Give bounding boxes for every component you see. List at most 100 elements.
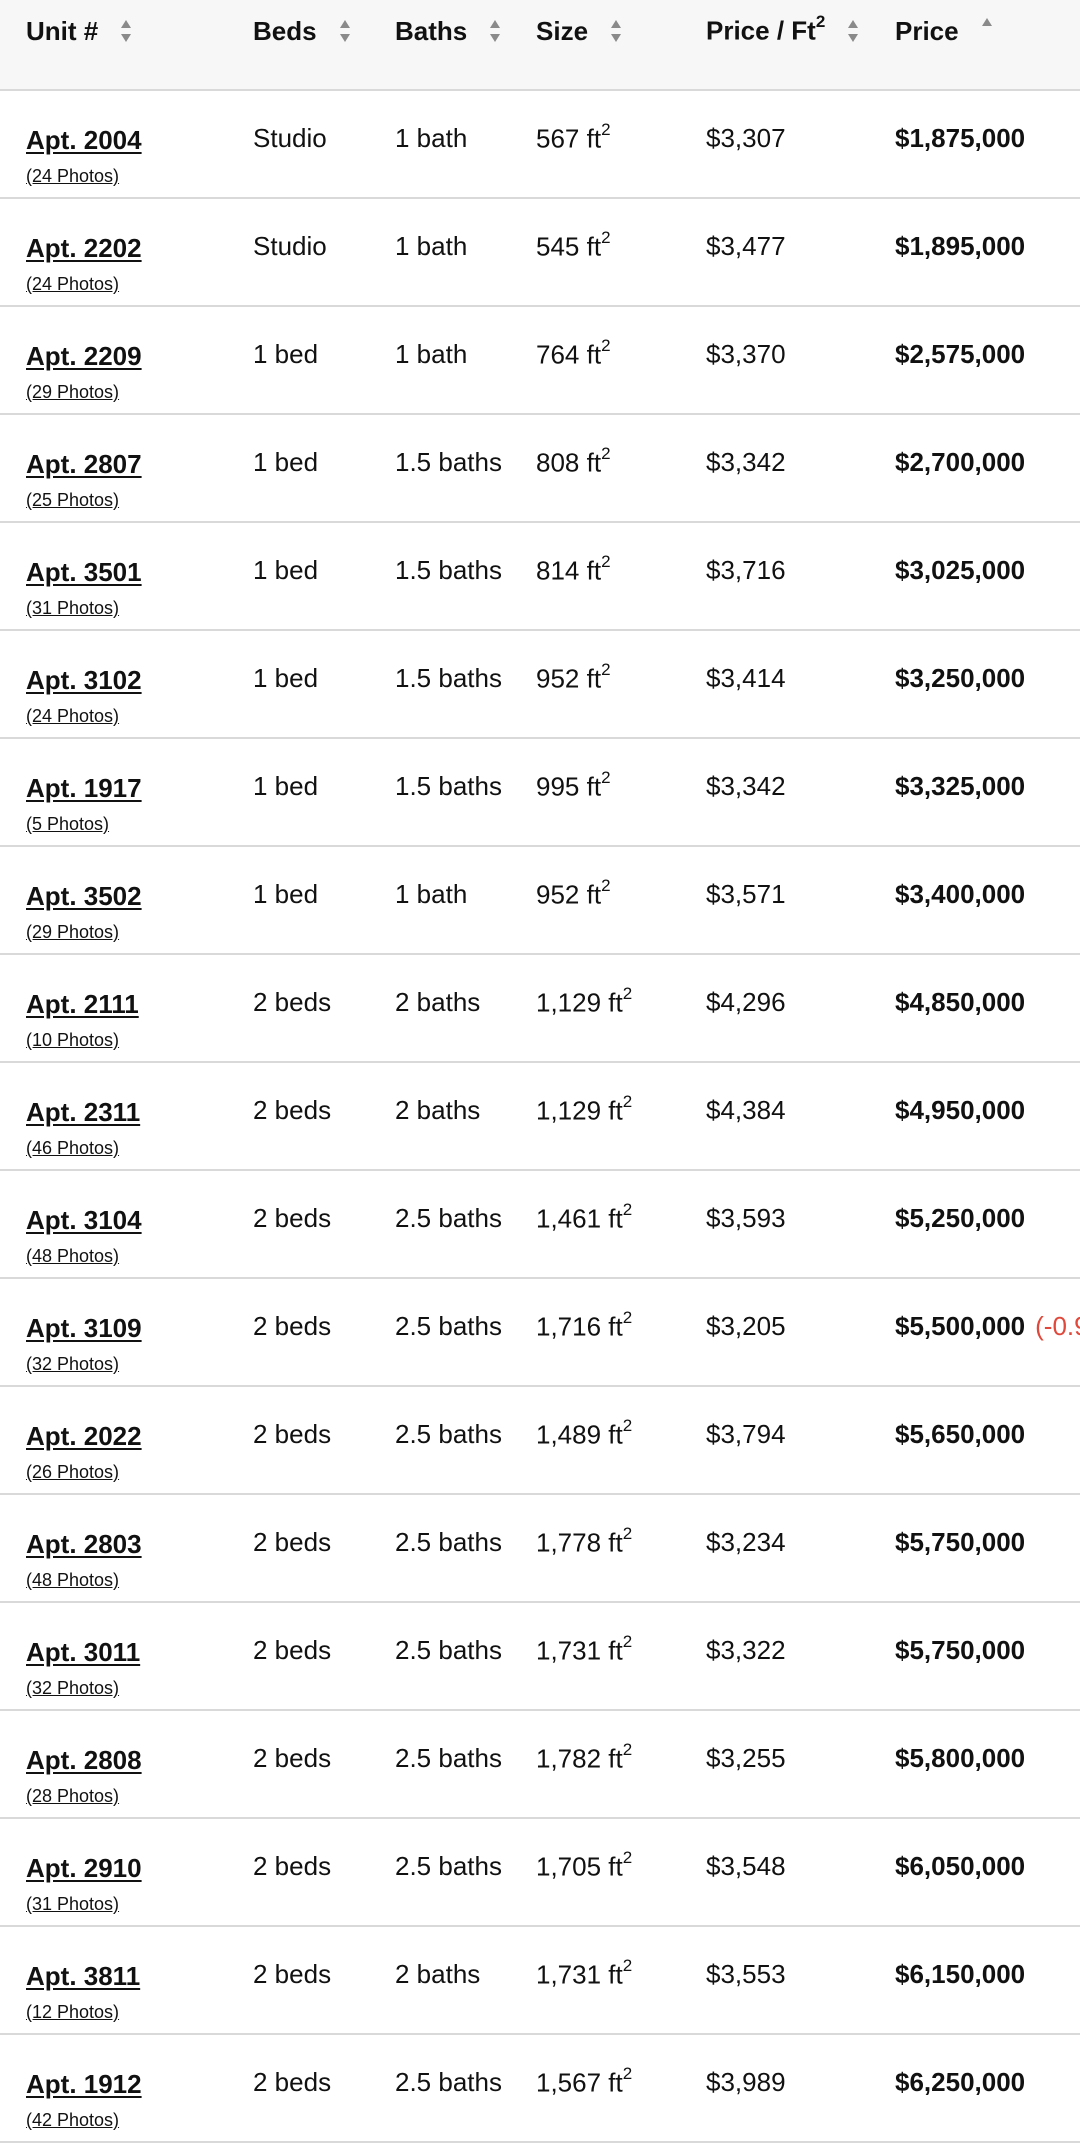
photos-link[interactable]: (26 Photos): [26, 1462, 120, 1482]
photos-link[interactable]: (32 Photos): [26, 1354, 120, 1374]
price-cell: $4,950,000: [895, 1095, 1026, 1125]
column-header-label: Price: [895, 15, 959, 46]
table-row: Apt. 2808 (28 Photos) 2 beds 2.5 baths 1,782…: [0, 1711, 1080, 1819]
beds-cell: 1 bed: [253, 771, 319, 801]
unit-link[interactable]: Apt. 2202: [26, 233, 142, 263]
superscript: 2: [601, 228, 611, 247]
sort-ascending-icon[interactable]: [981, 17, 993, 45]
price-cell: $3,400,000: [895, 879, 1026, 909]
photos-link[interactable]: (48 Photos): [26, 1246, 120, 1266]
superscript: 2: [622, 1740, 633, 1759]
size-cell: 567 ft2: [536, 120, 611, 154]
price-cell: $5,750,000: [895, 1635, 1026, 1665]
price-per-ft-cell: $3,342: [706, 771, 786, 801]
column-header-label: Price / Ft2: [706, 12, 826, 46]
size-cell: 1,778 ft2: [536, 1524, 633, 1558]
sort-both-icon[interactable]: [610, 17, 622, 45]
price-per-ft-cell: $3,370: [706, 339, 786, 369]
unit-link[interactable]: Apt. 2111: [26, 989, 139, 1019]
size-cell: 952 ft2: [536, 660, 611, 694]
price-cell: $4,850,000: [895, 987, 1026, 1017]
unit-link[interactable]: Apt. 2209: [26, 341, 142, 371]
price-cell: $3,325,000: [895, 771, 1026, 801]
unit-link[interactable]: Apt. 1917: [26, 773, 142, 803]
photos-link[interactable]: (31 Photos): [26, 598, 120, 618]
column-header-price[interactable]: Price: [895, 15, 993, 47]
superscript: 2: [601, 336, 611, 355]
unit-link[interactable]: Apt. 2808: [26, 1745, 142, 1775]
unit-link[interactable]: Apt. 3011: [26, 1637, 141, 1667]
baths-cell: 2.5 baths: [395, 1851, 502, 1881]
baths-cell: 1.5 baths: [395, 447, 502, 477]
photos-link[interactable]: (24 Photos): [26, 706, 120, 726]
unit-link[interactable]: Apt. 1912: [26, 2069, 142, 2099]
superscript: 2: [622, 1308, 633, 1327]
unit-link[interactable]: Apt. 2311: [26, 1097, 141, 1127]
size-cell: 545 ft2: [536, 228, 611, 262]
photos-link[interactable]: (5 Photos): [26, 814, 110, 834]
price-cell: $5,650,000: [895, 1419, 1026, 1449]
column-header-baths[interactable]: Baths: [395, 15, 501, 47]
beds-cell: Studio: [253, 123, 327, 153]
column-header-size[interactable]: Size: [536, 15, 622, 47]
unit-link[interactable]: Apt. 2022: [26, 1421, 142, 1451]
price-per-ft-cell: $3,794: [706, 1419, 786, 1449]
photos-link[interactable]: (28 Photos): [26, 1786, 120, 1806]
column-header-unit[interactable]: Unit #: [26, 15, 132, 47]
beds-cell: 1 bed: [253, 879, 319, 909]
beds-cell: 2 beds: [253, 1635, 332, 1665]
photos-link[interactable]: (25 Photos): [26, 490, 120, 510]
sort-both-icon[interactable]: [120, 17, 132, 45]
photos-link[interactable]: (29 Photos): [26, 382, 120, 402]
size-cell: 1,716 ft2: [536, 1308, 633, 1342]
price-per-ft-cell: $3,307: [706, 123, 786, 153]
sort-both-icon[interactable]: [847, 17, 859, 45]
table-row: Apt. 2807 (25 Photos) 1 bed 1.5 baths 808 ft…: [0, 415, 1080, 523]
unit-link[interactable]: Apt. 3502: [26, 881, 142, 911]
column-header-beds[interactable]: Beds: [253, 15, 351, 47]
size-cell: 808 ft2: [536, 444, 611, 478]
superscript: 2: [601, 876, 611, 895]
baths-cell: 2.5 baths: [395, 1311, 502, 1341]
baths-cell: 2.5 baths: [395, 1635, 502, 1665]
baths-cell: 1.5 baths: [395, 555, 502, 585]
photos-link[interactable]: (32 Photos): [26, 1678, 120, 1698]
price-cell: $5,250,000: [895, 1203, 1026, 1233]
unit-link[interactable]: Apt. 3104: [26, 1205, 142, 1235]
photos-link[interactable]: (29 Photos): [26, 922, 120, 942]
column-header-price-per-ft[interactable]: Price / Ft2: [706, 12, 859, 47]
price-per-ft-cell: $3,255: [706, 1743, 786, 1773]
price-cell: $6,250,000: [895, 2067, 1026, 2097]
unit-link[interactable]: Apt. 3102: [26, 665, 142, 695]
column-header-label: Baths: [395, 15, 468, 46]
price-cell: $2,700,000: [895, 447, 1026, 477]
photos-link[interactable]: (48 Photos): [26, 1570, 120, 1590]
unit-link[interactable]: Apt. 2803: [26, 1529, 142, 1559]
photos-link[interactable]: (46 Photos): [26, 1138, 120, 1158]
beds-cell: 2 beds: [253, 1959, 332, 1989]
baths-cell: 2.5 baths: [395, 1743, 502, 1773]
unit-link[interactable]: Apt. 2004: [26, 125, 142, 155]
column-header-label: Size: [536, 15, 589, 46]
price-per-ft-cell: $3,477: [706, 231, 786, 261]
photos-link[interactable]: (24 Photos): [26, 166, 120, 186]
photos-link[interactable]: (10 Photos): [26, 1030, 120, 1050]
beds-cell: 2 beds: [253, 2067, 332, 2097]
baths-cell: 1.5 baths: [395, 663, 502, 693]
photos-link[interactable]: (12 Photos): [26, 2002, 120, 2022]
photos-link[interactable]: (31 Photos): [26, 1894, 120, 1914]
photos-link[interactable]: (42 Photos): [26, 2110, 120, 2130]
unit-link[interactable]: Apt. 3811: [26, 1961, 141, 1991]
baths-cell: 1.5 baths: [395, 771, 502, 801]
beds-cell: 1 bed: [253, 447, 319, 477]
baths-cell: 1 bath: [395, 231, 468, 261]
sort-both-icon[interactable]: [489, 17, 501, 45]
unit-link[interactable]: Apt. 2807: [26, 449, 142, 479]
photos-link[interactable]: (24 Photos): [26, 274, 120, 294]
table-row: Apt. 3502 (29 Photos) 1 bed 1 bath 952 ft2 $3…: [0, 847, 1080, 955]
unit-link[interactable]: Apt. 3501: [26, 557, 142, 587]
sort-both-icon[interactable]: [339, 17, 351, 45]
beds-cell: 1 bed: [253, 339, 319, 369]
unit-link[interactable]: Apt. 3109: [26, 1313, 142, 1343]
unit-link[interactable]: Apt. 2910: [26, 1853, 142, 1883]
